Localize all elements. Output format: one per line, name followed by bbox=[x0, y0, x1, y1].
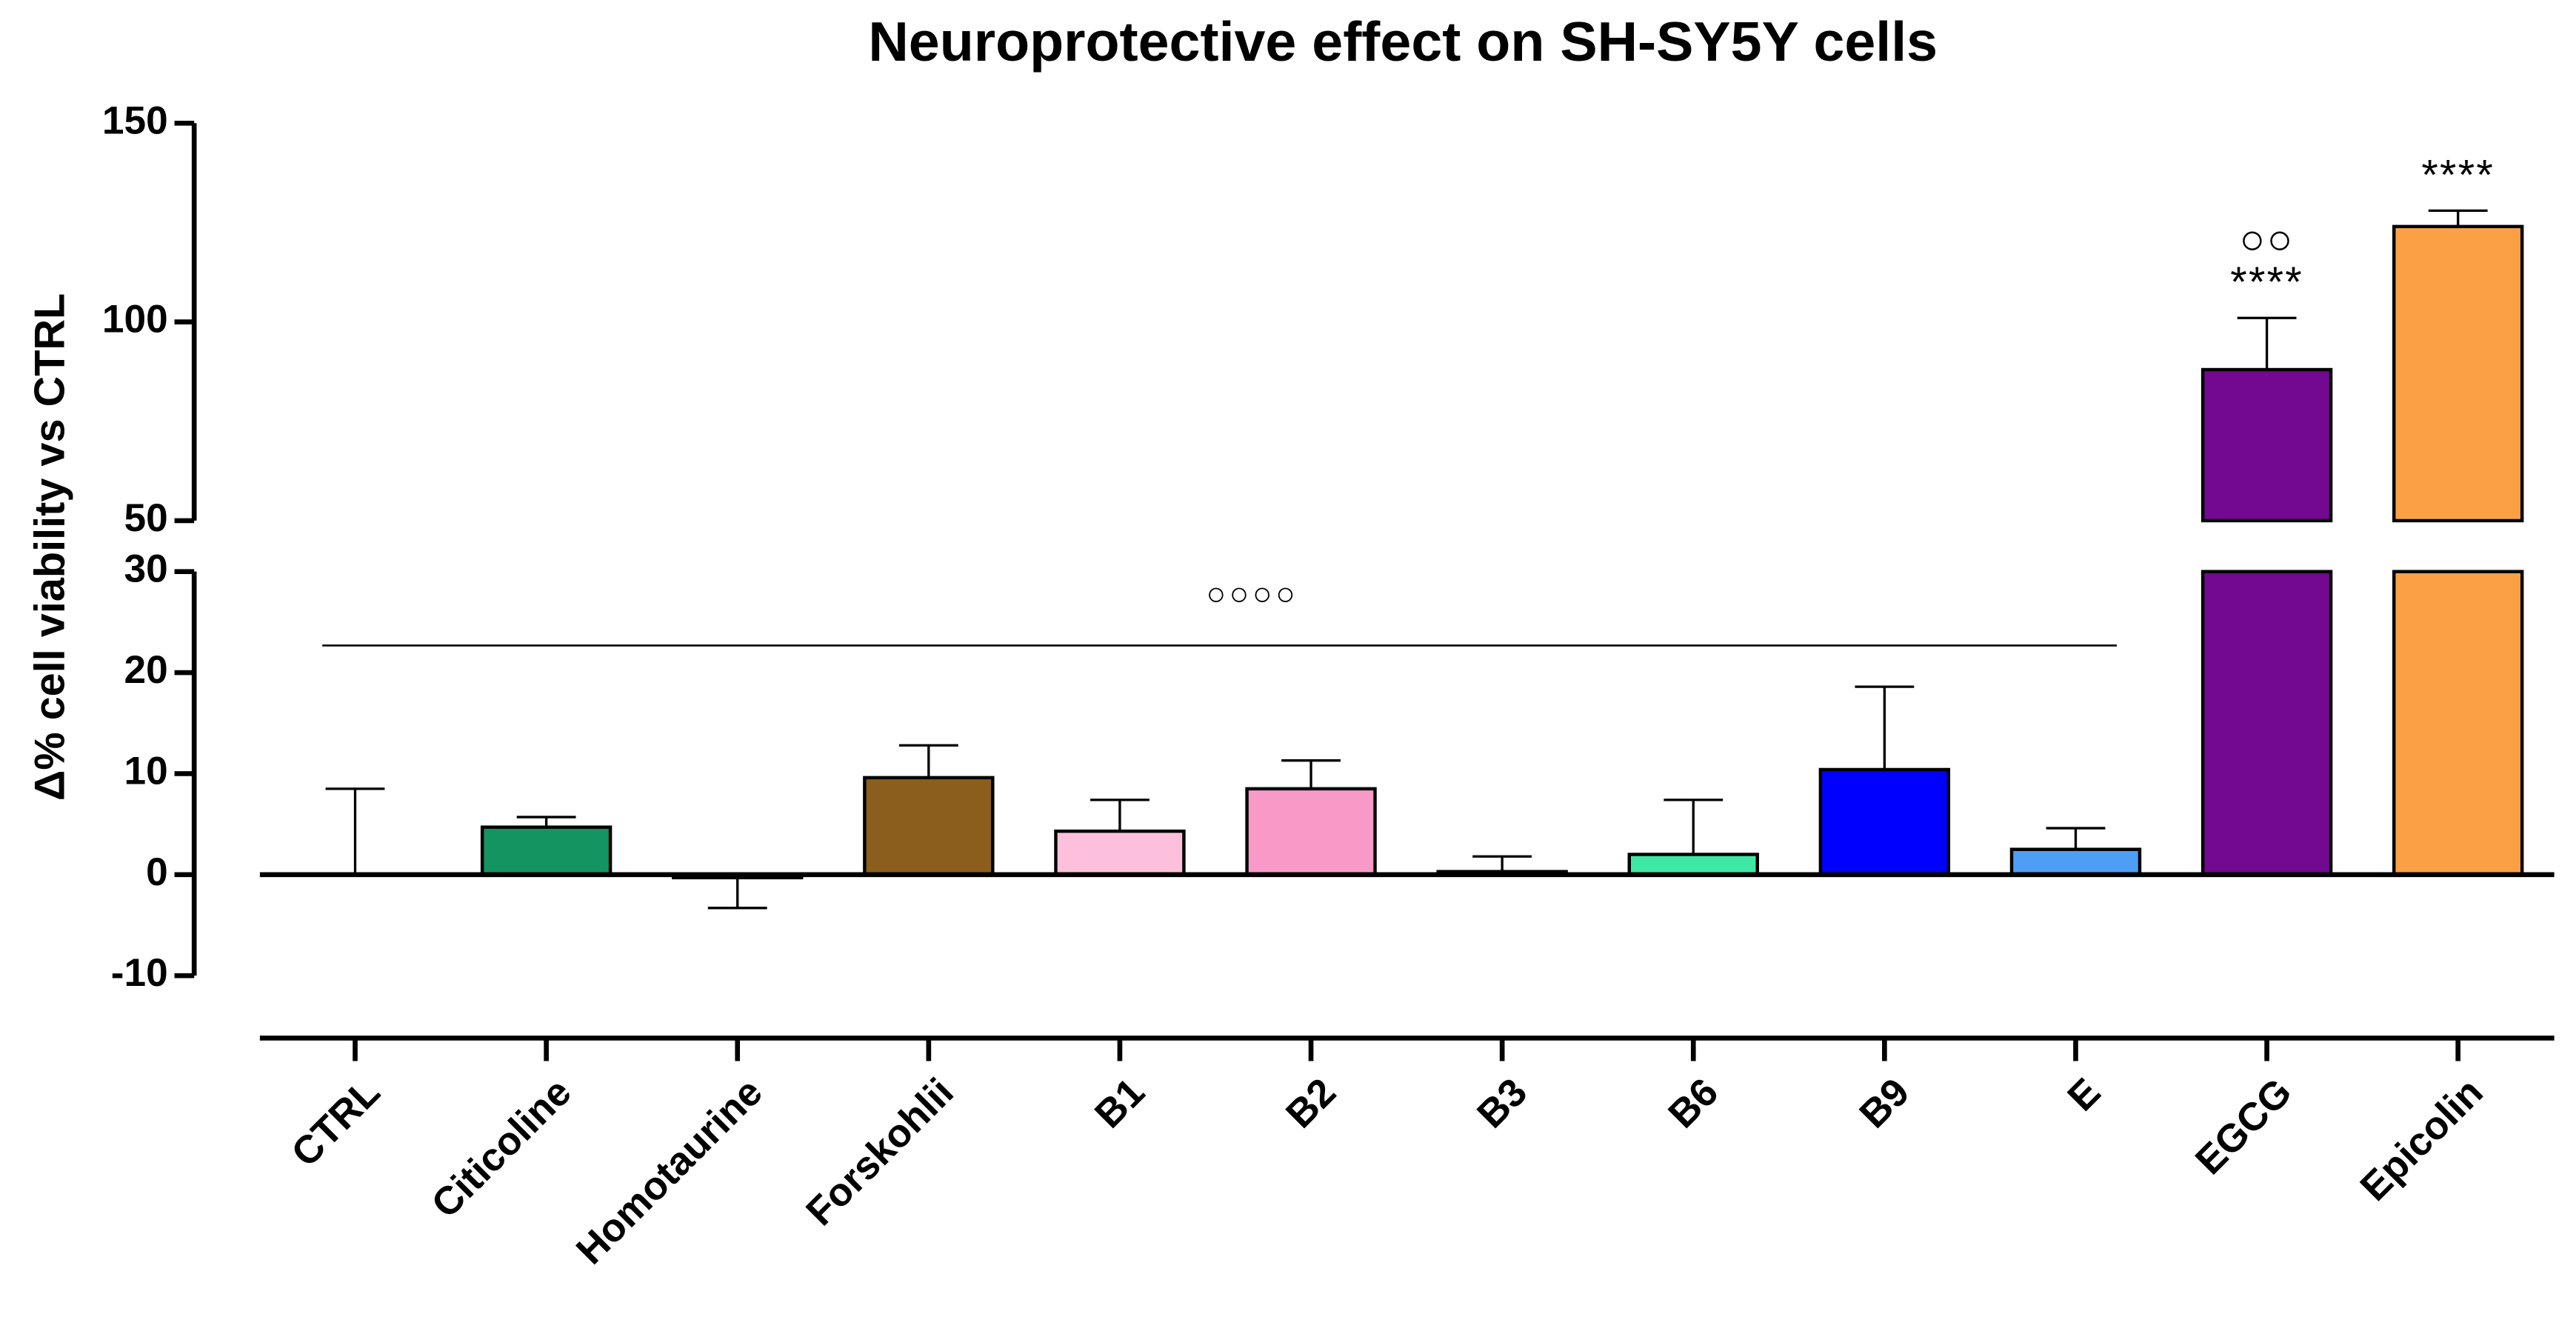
error-bar bbox=[1090, 798, 1149, 832]
x-tick-label: Epicolin bbox=[2352, 1070, 2492, 1210]
y-tick-label: 50 bbox=[124, 496, 168, 540]
bar bbox=[2392, 224, 2524, 523]
bar bbox=[2200, 367, 2333, 523]
x-tick-label: B6 bbox=[1660, 1070, 1726, 1137]
error-bar bbox=[1281, 759, 1341, 789]
x-tick-label: E bbox=[2060, 1070, 2109, 1120]
error-bar bbox=[1855, 685, 1915, 770]
annotation: **** bbox=[2421, 151, 2495, 199]
y-axis-label: Δ% cell viability vs CTRL bbox=[27, 293, 74, 801]
y-tick-label: 100 bbox=[102, 298, 168, 341]
bar bbox=[1245, 787, 1377, 877]
error-bar bbox=[898, 744, 958, 778]
error-bar bbox=[2237, 316, 2297, 370]
y-tick-label: 0 bbox=[146, 850, 168, 894]
y-tick-label: -10 bbox=[111, 951, 168, 995]
x-tick-label: B2 bbox=[1278, 1070, 1344, 1137]
y-tick-label: 150 bbox=[102, 99, 168, 142]
chart-title: Neuroprotective effect on SH-SY5Y cells bbox=[868, 10, 1938, 73]
y-tick-label: 20 bbox=[124, 648, 168, 692]
x-tick-label: B3 bbox=[1469, 1070, 1535, 1137]
error-bar bbox=[2046, 827, 2106, 850]
bar bbox=[2009, 847, 2142, 877]
annotation: ○○○○ bbox=[1206, 576, 1298, 613]
bar bbox=[480, 825, 613, 877]
annotation: **** bbox=[2230, 259, 2303, 306]
x-tick-label: B1 bbox=[1087, 1070, 1153, 1137]
y-tick-label: 30 bbox=[124, 547, 168, 591]
x-tick-label: CTRL bbox=[284, 1070, 389, 1176]
annotation: ○○ bbox=[2240, 216, 2295, 263]
error-bar bbox=[707, 877, 767, 910]
error-bar bbox=[2428, 209, 2488, 227]
bar bbox=[2200, 570, 2333, 877]
x-tick-label: Homotaurine bbox=[568, 1070, 771, 1273]
bar bbox=[1818, 767, 1951, 877]
bar bbox=[1054, 829, 1186, 877]
x-tick-label: B9 bbox=[1852, 1070, 1918, 1137]
x-tick-label: Citicoline bbox=[424, 1070, 580, 1227]
bar bbox=[863, 776, 995, 877]
error-bar bbox=[1664, 798, 1724, 855]
x-tick-label: Forskohlii bbox=[798, 1070, 961, 1234]
bar bbox=[2392, 570, 2524, 877]
error-bar bbox=[1472, 855, 1532, 872]
x-tick-label: EGCG bbox=[2187, 1070, 2300, 1184]
bar bbox=[1627, 853, 1759, 877]
error-bar bbox=[516, 816, 576, 827]
y-tick-label: 10 bbox=[124, 749, 168, 793]
error-bar bbox=[325, 787, 385, 875]
